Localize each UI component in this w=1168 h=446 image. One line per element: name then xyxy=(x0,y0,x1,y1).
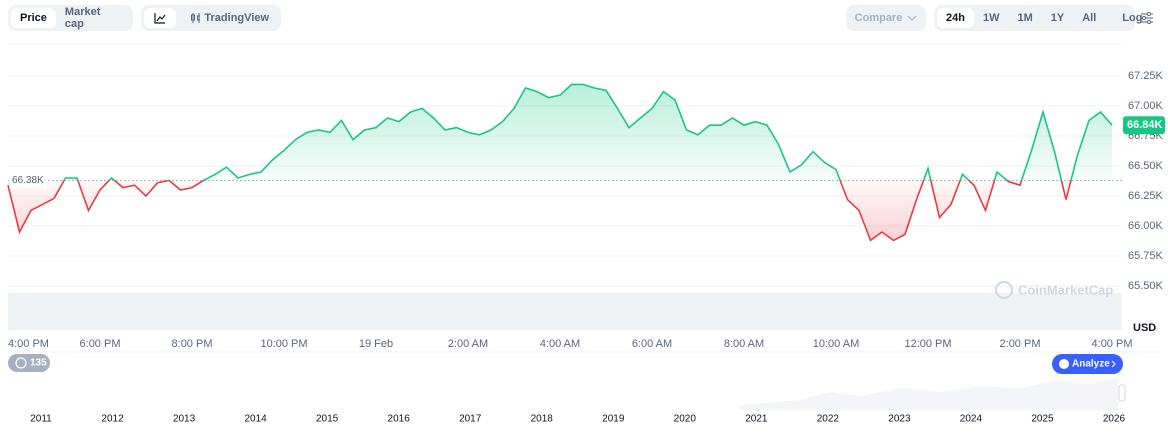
reference-label: 66.38K xyxy=(12,175,44,186)
x-tick-label: 4:00 PM xyxy=(8,338,49,350)
area xyxy=(8,84,1112,241)
analyze-button[interactable] xyxy=(1052,354,1123,374)
events-count: 135 xyxy=(30,358,47,369)
x-tick-label: 8:00 AM xyxy=(724,338,764,350)
chart-mode-toggle: Price Market cap xyxy=(8,5,133,31)
y-tick-label: 66.25K xyxy=(1128,190,1164,202)
analyze-icon xyxy=(1059,359,1069,369)
y-tick-label: 65.50K xyxy=(1128,280,1164,292)
year-label: 2026 xyxy=(1103,414,1126,425)
line-chart-button[interactable] xyxy=(144,8,176,28)
navigator-overview xyxy=(740,378,1118,410)
line-icon xyxy=(154,13,166,24)
year-label: 2016 xyxy=(388,414,411,425)
candle-icon xyxy=(191,13,201,23)
analyze-label: Analyze xyxy=(1072,359,1110,370)
range-button[interactable]: 1Y xyxy=(1050,12,1065,24)
x-tick-label: 12:00 PM xyxy=(904,338,951,350)
range-button[interactable]: 1W xyxy=(982,12,1000,24)
x-tick-label: 2:00 AM xyxy=(448,338,488,350)
year-label: 2011 xyxy=(30,414,52,425)
year-label: 2019 xyxy=(602,414,625,425)
x-tick-label: 10:00 PM xyxy=(260,338,307,350)
x-tick-label: 4:00 PM xyxy=(1092,338,1133,350)
year-label: 2015 xyxy=(316,414,339,425)
current-price-label: 66.84K xyxy=(1127,119,1163,131)
x-tick-label: 2:00 PM xyxy=(1000,338,1041,350)
year-label: 2023 xyxy=(888,414,911,425)
chevron xyxy=(907,15,917,21)
market-cap-tab[interactable]: Market cap xyxy=(64,6,101,30)
range-toggle: 24h 1W 1M 1Y All Log xyxy=(934,5,1142,31)
year-label: 2014 xyxy=(244,414,267,425)
year-label: 2013 xyxy=(173,414,196,425)
unit-label: USD xyxy=(1133,322,1156,334)
year-label: 2021 xyxy=(745,414,768,425)
clock-icon xyxy=(15,357,27,369)
watermark: CoinMarketCap xyxy=(1018,282,1113,297)
year-label: 2018 xyxy=(531,414,554,425)
compare-dropdown[interactable]: Compare xyxy=(846,5,926,31)
tradingview-button[interactable]: TradingView xyxy=(204,12,269,24)
volume-band xyxy=(8,293,1122,330)
analyze-chevron xyxy=(1111,360,1116,368)
x-tick-label: 4:00 AM xyxy=(540,338,580,350)
x-tick-label: 6:00 AM xyxy=(632,338,672,350)
year-label: 2025 xyxy=(1031,414,1054,425)
x-tick-label: 8:00 PM xyxy=(172,338,213,350)
settings-icon[interactable] xyxy=(1140,11,1154,25)
log-button[interactable]: Log xyxy=(1122,12,1143,24)
year-label: 2024 xyxy=(960,414,983,425)
range-button[interactable]: 1M xyxy=(1017,12,1033,24)
navigator-handle[interactable] xyxy=(1118,384,1126,402)
current-price-tag xyxy=(1123,116,1165,135)
price-tab[interactable]: Price xyxy=(11,8,56,28)
x-tick-label: 19 Feb xyxy=(359,338,393,350)
year-label: 2012 xyxy=(101,414,124,425)
range-button[interactable]: All xyxy=(1082,12,1097,24)
watermark-logo xyxy=(995,281,1013,299)
x-tick-label: 10:00 AM xyxy=(813,338,859,350)
y-tick-label: 66.50K xyxy=(1128,160,1164,172)
y-tick-label: 67.00K xyxy=(1128,100,1164,112)
y-tick-label: 66.00K xyxy=(1128,220,1164,232)
year-label: 2022 xyxy=(817,414,840,425)
chart-style-toggle: TradingView xyxy=(141,5,281,31)
year-label: 2020 xyxy=(674,414,697,425)
y-tick-label: 65.75K xyxy=(1128,250,1164,262)
price-line xyxy=(7,83,1113,242)
compare-label: Compare xyxy=(854,12,903,24)
year-label: 2017 xyxy=(459,414,482,425)
y-tick-label: 67.25K xyxy=(1128,70,1164,82)
x-tick-label: 6:00 PM xyxy=(80,338,121,350)
range-button[interactable]: 24h xyxy=(937,8,974,28)
reference-label-bg xyxy=(9,172,47,189)
